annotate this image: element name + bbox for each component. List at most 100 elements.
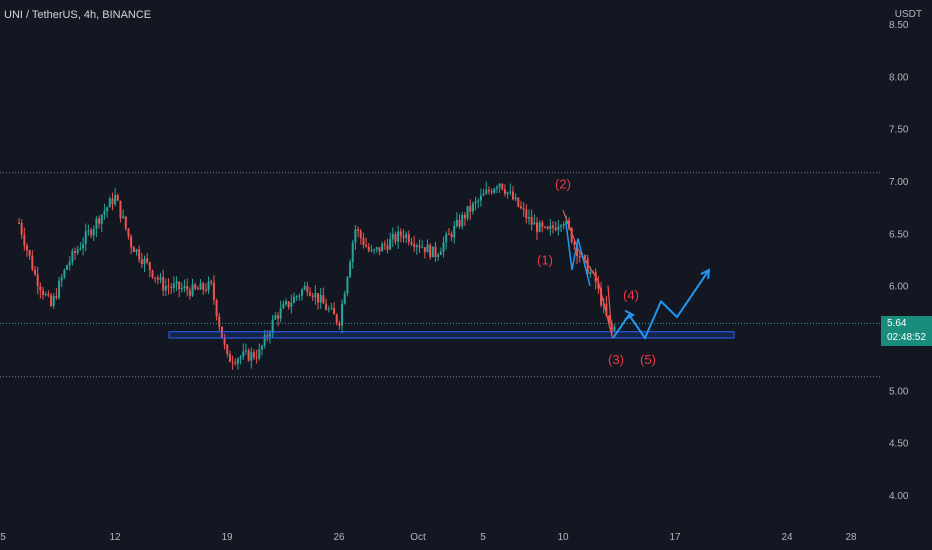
candle-body xyxy=(346,277,349,294)
candle-body xyxy=(482,193,485,196)
candle-body xyxy=(613,326,616,331)
candle-body xyxy=(247,350,250,361)
candle-body xyxy=(68,261,71,266)
candle-body xyxy=(570,228,573,243)
candle-body xyxy=(18,222,20,224)
candle-body xyxy=(426,244,429,253)
candle-body xyxy=(434,246,437,258)
candle-body xyxy=(375,247,378,250)
candle-body xyxy=(194,284,197,289)
candle-body xyxy=(466,206,469,219)
candle-body xyxy=(303,285,306,290)
candle-body xyxy=(218,316,221,327)
candle-body xyxy=(327,308,330,310)
candle-body xyxy=(562,223,565,226)
candle-body xyxy=(242,351,245,357)
candle-body xyxy=(50,295,53,306)
candle-body xyxy=(391,234,394,240)
candle-body xyxy=(148,262,151,271)
candlestick-series xyxy=(18,181,616,370)
x-tick-label: 17 xyxy=(669,532,681,543)
candle-body xyxy=(295,296,298,298)
candle-body xyxy=(490,191,493,193)
candle-body xyxy=(130,236,133,248)
candle-body xyxy=(584,255,587,259)
candle-body xyxy=(439,251,442,255)
currency-label: USDT xyxy=(894,9,922,20)
support-zone[interactable] xyxy=(168,331,735,339)
candle-body xyxy=(250,352,253,361)
candle-body xyxy=(258,349,261,359)
wave-drawing-blue[interactable] xyxy=(565,222,591,286)
candle-body xyxy=(191,284,194,296)
candle-body xyxy=(381,244,384,252)
candle-body xyxy=(28,250,31,256)
candle-body xyxy=(429,244,432,258)
candle-body xyxy=(383,244,386,246)
candle-body xyxy=(506,192,509,194)
candle-body xyxy=(234,362,237,364)
candle-body xyxy=(164,286,167,291)
projection-path[interactable] xyxy=(612,269,710,341)
candle-body xyxy=(66,265,69,270)
candle-body xyxy=(293,296,296,303)
candle-body xyxy=(63,269,66,278)
candle-body xyxy=(469,206,472,212)
y-tick-label: 5.00 xyxy=(889,386,909,397)
candle-body xyxy=(26,245,29,251)
candle-body xyxy=(135,249,138,253)
candle-body xyxy=(151,270,154,278)
candle-body xyxy=(52,296,55,306)
candle-body xyxy=(44,294,47,296)
candle-body xyxy=(471,203,474,212)
candle-body xyxy=(554,227,557,230)
x-tick-label: 10 xyxy=(557,532,569,543)
candle-body xyxy=(79,248,82,250)
candle-body xyxy=(309,292,312,296)
x-tick-label: 19 xyxy=(221,532,233,543)
candle-body xyxy=(549,225,552,229)
candle-body xyxy=(76,249,79,253)
candle-body xyxy=(55,296,58,298)
candle-body xyxy=(341,303,344,326)
candle-body xyxy=(31,255,34,270)
candle-body xyxy=(487,189,490,192)
candle-body xyxy=(503,189,506,194)
candle-body xyxy=(560,225,563,227)
candle-body xyxy=(378,247,381,252)
candle-body xyxy=(530,217,533,225)
candle-body xyxy=(71,251,74,262)
candle-body xyxy=(453,225,456,238)
candle-body xyxy=(541,222,544,227)
candle-body xyxy=(367,246,370,251)
wave-drawing-red[interactable] xyxy=(562,210,613,337)
candle-body xyxy=(260,345,263,350)
candle-body xyxy=(159,277,162,280)
candle-body xyxy=(20,222,23,235)
y-tick-label: 6.00 xyxy=(889,282,909,293)
candle-body xyxy=(143,258,146,265)
candle-body xyxy=(210,281,213,283)
candle-body xyxy=(573,242,576,245)
candle-body xyxy=(325,303,328,310)
candle-body xyxy=(576,244,579,256)
candle-body xyxy=(519,206,522,209)
candle-body xyxy=(255,357,258,359)
candle-body xyxy=(450,234,453,238)
candle-body xyxy=(306,285,309,293)
candle-body xyxy=(330,307,333,309)
candle-body xyxy=(359,230,362,238)
candle-body xyxy=(244,350,247,352)
price-axis: 4.004.505.005.506.006.507.007.508.008.50 xyxy=(889,20,909,502)
y-tick-label: 7.50 xyxy=(889,125,909,136)
candle-body xyxy=(236,359,239,364)
candle-body xyxy=(333,307,336,315)
candle-body xyxy=(207,281,210,291)
candle-body xyxy=(204,289,207,291)
y-tick-label: 4.50 xyxy=(889,439,909,450)
candle-body xyxy=(271,319,274,334)
candle-body xyxy=(338,322,341,326)
candle-body xyxy=(186,286,189,291)
candle-body xyxy=(533,222,536,225)
